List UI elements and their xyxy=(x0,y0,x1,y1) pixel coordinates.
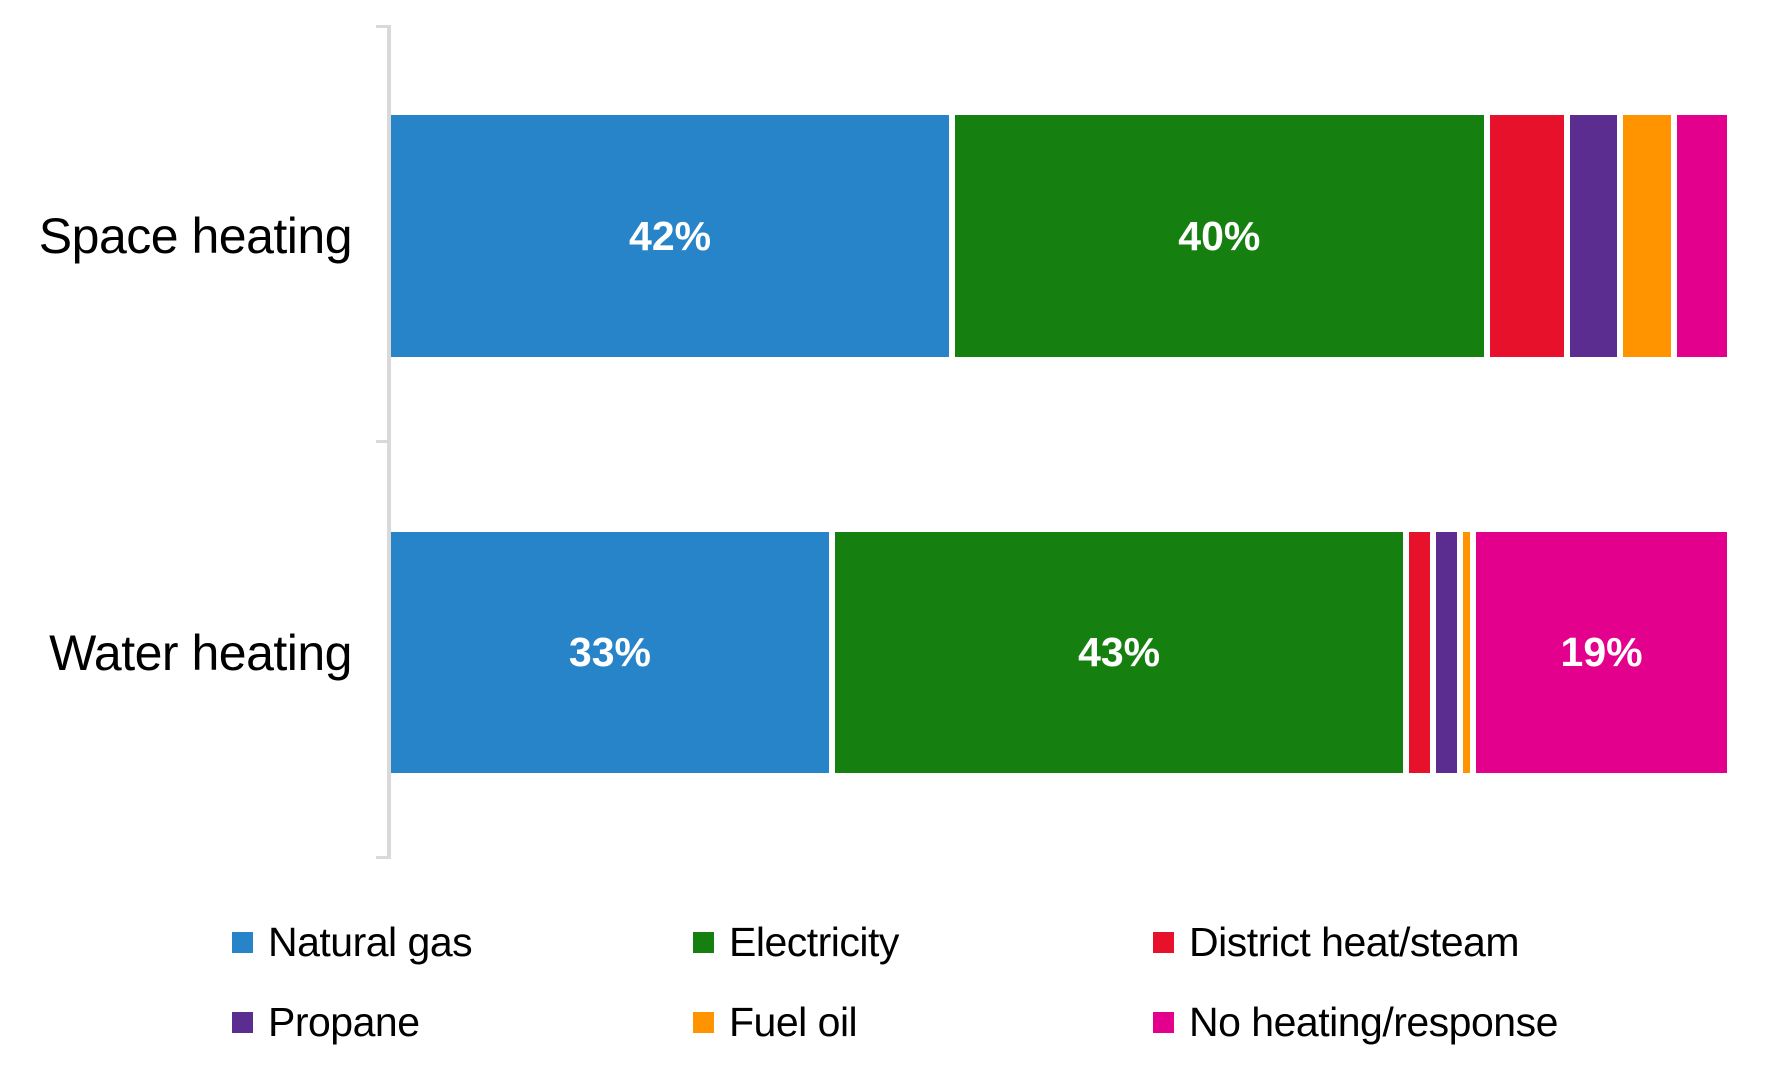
data-label: 19% xyxy=(1560,629,1643,675)
legend-marker-electricity xyxy=(693,931,714,953)
legend-label: Natural gas xyxy=(268,918,473,965)
legend-label: Fuel oil xyxy=(729,998,858,1045)
segment-no-heating-response xyxy=(1673,112,1727,360)
legend-marker-no-heating-response xyxy=(1153,1011,1174,1033)
segment-fuel-oil xyxy=(1459,529,1474,776)
legend: Natural gas Electricity District heat/stea… xyxy=(232,917,1740,1047)
segment-electricity: 43% xyxy=(831,529,1407,776)
axis-tick-middle xyxy=(376,440,391,443)
segment-district-heat-steam xyxy=(1486,112,1567,360)
bar-space-heating: 42% 40% xyxy=(391,112,1727,360)
legend-item-natural-gas: Natural gas xyxy=(232,917,693,967)
data-label: 43% xyxy=(1078,629,1161,675)
legend-item-electricity: Electricity xyxy=(693,917,1153,967)
legend-item-no-heating-response: No heating/response xyxy=(1153,997,1740,1047)
category-label-space-heating: Space heating xyxy=(38,208,353,264)
legend-marker-natural-gas xyxy=(232,931,253,953)
legend-label: Propane xyxy=(268,998,420,1045)
segment-district-heat-steam xyxy=(1406,529,1434,776)
segment-electricity: 40% xyxy=(952,112,1487,360)
bar-row-water-heating: Water heating 33% 43% 19% xyxy=(0,529,1780,776)
segment-natural-gas: 33% xyxy=(391,529,832,776)
data-label: 33% xyxy=(568,629,651,675)
data-label: 40% xyxy=(1178,212,1261,259)
segment-fuel-oil xyxy=(1620,112,1674,360)
legend-marker-propane xyxy=(232,1011,253,1033)
segment-propane xyxy=(1433,529,1460,776)
legend-label: Electricity xyxy=(729,918,899,965)
category-label-water-heating: Water heating xyxy=(49,624,352,681)
bar-water-heating: 33% 43% 19% xyxy=(391,529,1727,776)
legend-marker-fuel-oil xyxy=(693,1011,714,1033)
axis-tick-top xyxy=(376,25,391,28)
legend-label: No heating/response xyxy=(1189,998,1558,1045)
legend-item-propane: Propane xyxy=(232,997,693,1047)
legend-item-district-heat-steam: District heat/steam xyxy=(1153,917,1740,967)
legend-item-fuel-oil: Fuel oil xyxy=(693,997,1153,1047)
legend-marker-district-heat-steam xyxy=(1153,931,1174,953)
data-label: 42% xyxy=(629,212,712,259)
axis-tick-bottom xyxy=(376,856,391,859)
segment-natural-gas: 42% xyxy=(391,112,953,360)
legend-label: District heat/steam xyxy=(1189,918,1520,965)
bar-row-space-heating: Space heating 42% 40% xyxy=(0,112,1780,360)
segment-no-heating-response: 19% xyxy=(1473,529,1727,776)
segment-propane xyxy=(1566,112,1621,360)
